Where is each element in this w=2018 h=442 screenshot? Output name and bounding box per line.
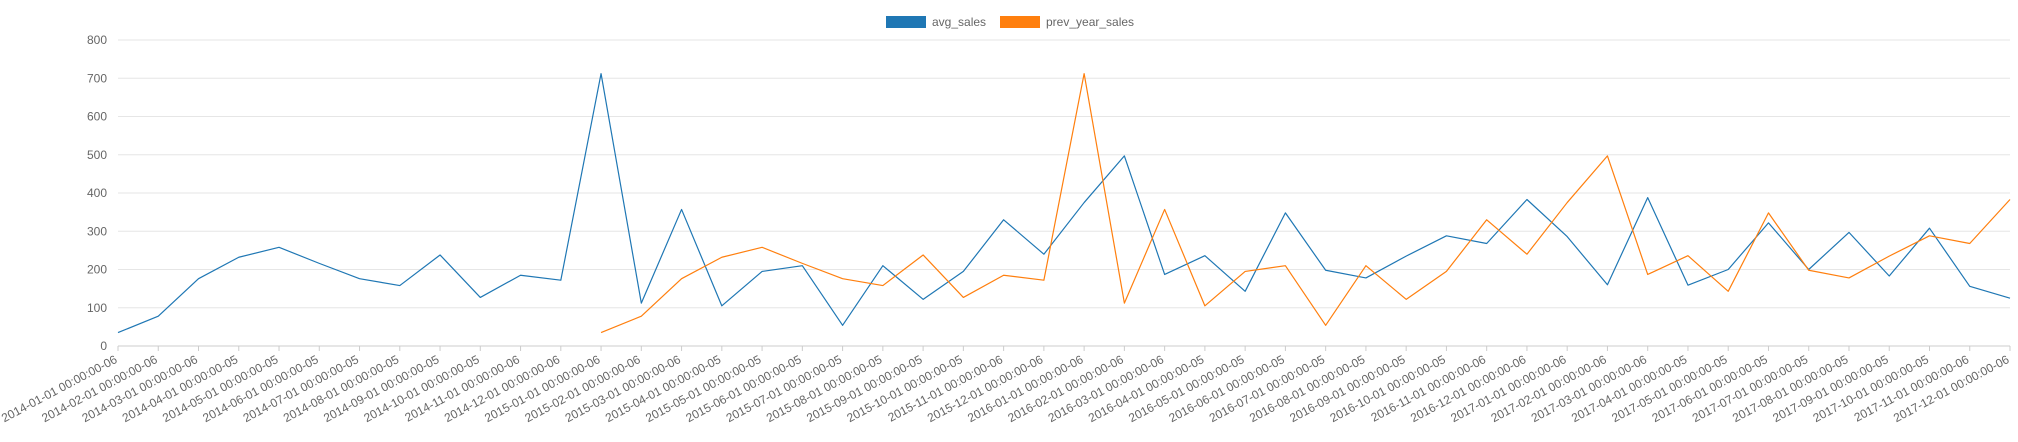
series-lines — [117, 73, 2011, 334]
legend-item-avg_sales[interactable]: avg_sales — [886, 15, 986, 29]
y-tick-label: 500 — [87, 148, 107, 162]
y-tick-label: 200 — [87, 263, 107, 277]
gridlines — [118, 39, 2010, 347]
legend-label: avg_sales — [932, 15, 986, 29]
legend-label: prev_year_sales — [1046, 15, 1134, 29]
y-tick-label: 0 — [100, 339, 107, 353]
legend-swatch — [886, 16, 926, 28]
y-tick-label: 300 — [87, 224, 107, 238]
series-line-prev_year_sales — [600, 73, 2011, 334]
y-axis-ticks: 0 100 200 300 400 500 600 700 800 — [87, 33, 107, 353]
legend-swatch — [1000, 16, 1040, 28]
series-line-avg_sales — [117, 73, 2011, 334]
y-tick-label: 600 — [87, 110, 107, 124]
legend[interactable]: avg_sales prev_year_sales — [886, 15, 1134, 29]
y-tick-label: 700 — [87, 71, 107, 85]
y-tick-label: 800 — [87, 33, 107, 47]
y-tick-label: 100 — [87, 301, 107, 315]
legend-item-prev_year_sales[interactable]: prev_year_sales — [1000, 15, 1134, 29]
y-tick-label: 400 — [87, 186, 107, 200]
